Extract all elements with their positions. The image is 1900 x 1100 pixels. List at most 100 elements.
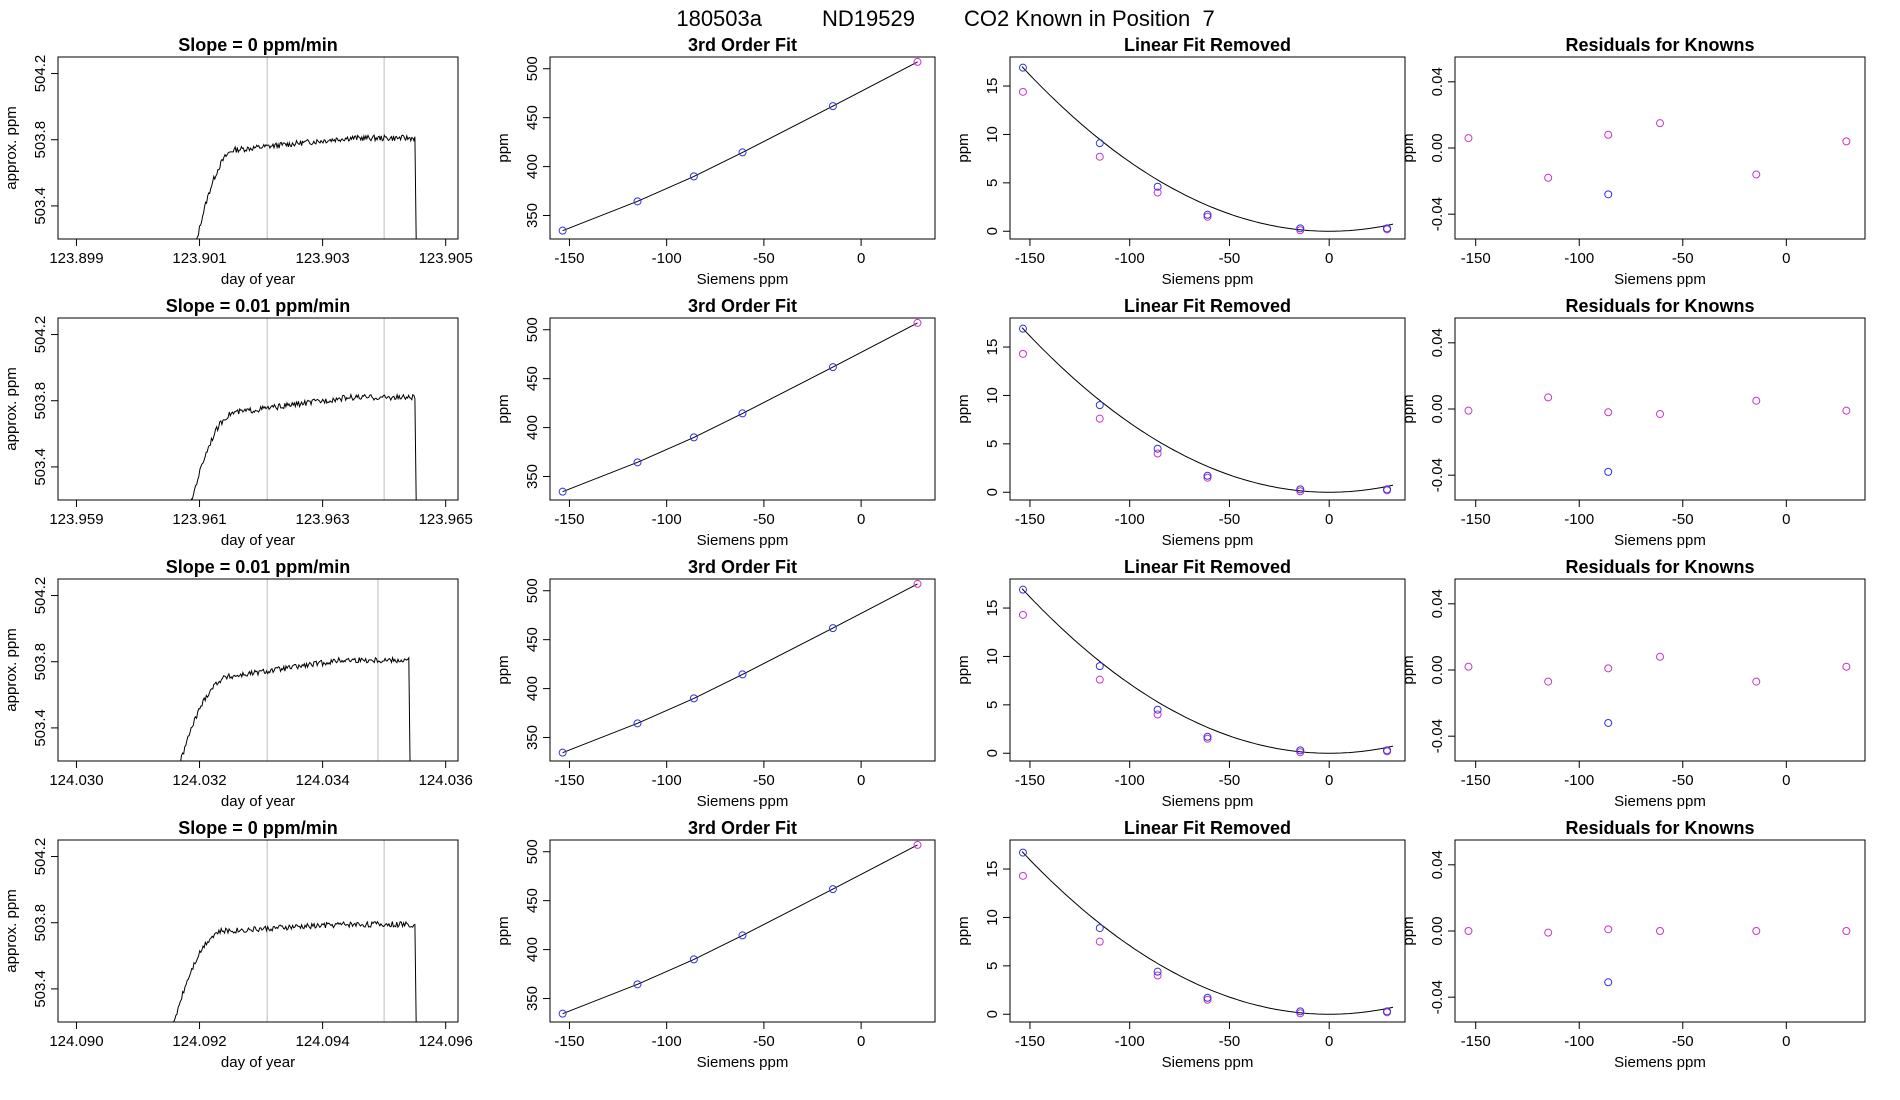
y-tick-label: 0.00	[1429, 916, 1446, 945]
x-tick-label: -100	[652, 1033, 682, 1050]
panel-title: Linear Fit Removed	[1124, 296, 1291, 316]
y-tick-label: 350	[524, 725, 541, 750]
known-residual-point	[1604, 664, 1613, 673]
x-tick-label: -100	[1564, 511, 1594, 528]
fit-point	[689, 694, 698, 703]
residual-point-fit	[1153, 967, 1162, 976]
y-tick-label: 450	[524, 366, 541, 391]
fit-curve	[562, 61, 918, 232]
x-tick-label: -50	[1672, 250, 1694, 267]
x-tick-label: -150	[554, 1033, 584, 1050]
panel-title: Slope = 0.01 ppm/min	[166, 557, 351, 577]
y-tick-label: 503.4	[32, 970, 49, 1008]
y-tick-label: 503.4	[32, 709, 49, 747]
y-tick-label: 5	[984, 701, 1001, 709]
y-tick-label: 15	[984, 78, 1001, 95]
x-axis-label: day of year	[221, 793, 295, 810]
known-residual-point	[1656, 119, 1664, 128]
x-tick-label: -50	[753, 1033, 775, 1050]
panel-title: Linear Fit Removed	[1124, 35, 1291, 55]
panel-r1-trace: Slope = 0 ppm/min day of year approx. ppm 1…	[3, 35, 473, 288]
fit-point	[828, 885, 837, 894]
residual-point-alt	[1095, 937, 1104, 946]
panel-r2-fit: 3rd Order Fit Siemens ppm ppm -150 -100 -50 0 3…	[495, 296, 936, 549]
x-tick-label: -50	[1219, 772, 1241, 789]
x-tick-label: 0	[1782, 1033, 1790, 1050]
y-tick-label: 0.04	[1429, 850, 1446, 879]
fit-curve	[562, 844, 918, 1015]
y-tick-label: -0.04	[1429, 197, 1446, 231]
x-axis-label: Siemens ppm	[1614, 532, 1706, 549]
residual-point-fit	[1018, 324, 1027, 333]
plot-area	[190, 318, 417, 500]
y-tick-label: 0	[984, 227, 1001, 235]
fit-point	[738, 409, 747, 418]
x-tick-label: -50	[753, 772, 775, 789]
panel-grid: Slope = 0 ppm/min day of year approx. ppm 1…	[3, 35, 1866, 1071]
plot-frame	[1009, 578, 1406, 762]
y-axis-label: ppm	[955, 394, 972, 423]
known-residual-point	[1604, 408, 1613, 417]
x-axis-label: day of year	[221, 1054, 295, 1071]
x-tick-label: 0	[1325, 511, 1333, 528]
x-tick-label: 124.036	[419, 772, 473, 789]
x-tick-label: 0	[857, 1033, 865, 1050]
x-tick-label: 0	[857, 250, 865, 267]
y-tick-label: 500	[524, 56, 541, 81]
x-tick-label: 124.030	[49, 772, 103, 789]
plot-frame	[1009, 56, 1406, 240]
panel-title: Linear Fit Removed	[1124, 557, 1291, 577]
plot-frame	[1454, 578, 1866, 762]
y-axis-label: ppm	[1400, 394, 1417, 423]
panel-r3-linear-removed: Linear Fit Removed Siemens ppm ppm -150 -100…	[955, 557, 1406, 810]
known-residual-point	[1464, 134, 1473, 143]
outlier-point	[1604, 190, 1613, 199]
plot-area	[558, 579, 922, 757]
x-tick-label: -150	[1015, 250, 1045, 267]
x-tick-label: 123.903	[295, 250, 349, 267]
residual-point-fit	[1018, 848, 1027, 857]
x-tick-label: 123.901	[172, 250, 226, 267]
y-axis-label: ppm	[495, 655, 512, 684]
fit-point	[913, 840, 922, 849]
residual-point-alt	[1018, 349, 1027, 358]
plot-frame	[549, 56, 936, 240]
fit-point	[828, 363, 837, 372]
residual-point-fit	[1203, 471, 1212, 480]
y-tick-label: 0.04	[1429, 328, 1446, 357]
y-axis-label: ppm	[1400, 133, 1417, 162]
plot-area	[558, 318, 922, 496]
x-tick-label: -150	[1015, 511, 1045, 528]
panel-title: Slope = 0 ppm/min	[178, 35, 338, 55]
x-tick-label: -150	[1461, 772, 1491, 789]
x-tick-label: 124.096	[419, 1033, 473, 1050]
residual-point-fit	[1153, 182, 1162, 191]
y-tick-label: 10	[984, 387, 1001, 404]
y-axis-label: approx. ppm	[3, 367, 20, 450]
y-tick-label: 503.8	[32, 643, 49, 681]
panel-r4-residuals: Residuals for Knowns Siemens ppm ppm -150 -1…	[1400, 818, 1866, 1071]
plot-frame	[57, 578, 459, 762]
y-tick-label: 15	[984, 339, 1001, 356]
plot-area	[1018, 324, 1394, 496]
quadratic-curve	[1021, 851, 1394, 1015]
x-tick-label: -150	[1461, 250, 1491, 267]
residual-point-fit	[1095, 139, 1104, 148]
panel-r2-linear-removed: Linear Fit Removed Siemens ppm ppm -150 -100…	[955, 296, 1406, 549]
y-tick-label: 0.00	[1429, 394, 1446, 423]
x-tick-label: 0	[1325, 772, 1333, 789]
residual-point-fit	[1018, 63, 1027, 72]
y-tick-label: 503.4	[32, 448, 49, 486]
quadratic-curve	[1021, 588, 1394, 754]
fit-point	[558, 487, 567, 496]
residual-point-alt	[1153, 449, 1162, 458]
x-tick-label: -150	[554, 250, 584, 267]
fit-point	[633, 719, 642, 728]
y-axis-label: ppm	[1400, 655, 1417, 684]
known-residual-point	[1544, 677, 1553, 686]
y-tick-label: -0.04	[1429, 458, 1446, 492]
panel-title: 3rd Order Fit	[688, 818, 797, 838]
plot-area	[1464, 119, 1851, 199]
plot-area	[558, 840, 922, 1018]
